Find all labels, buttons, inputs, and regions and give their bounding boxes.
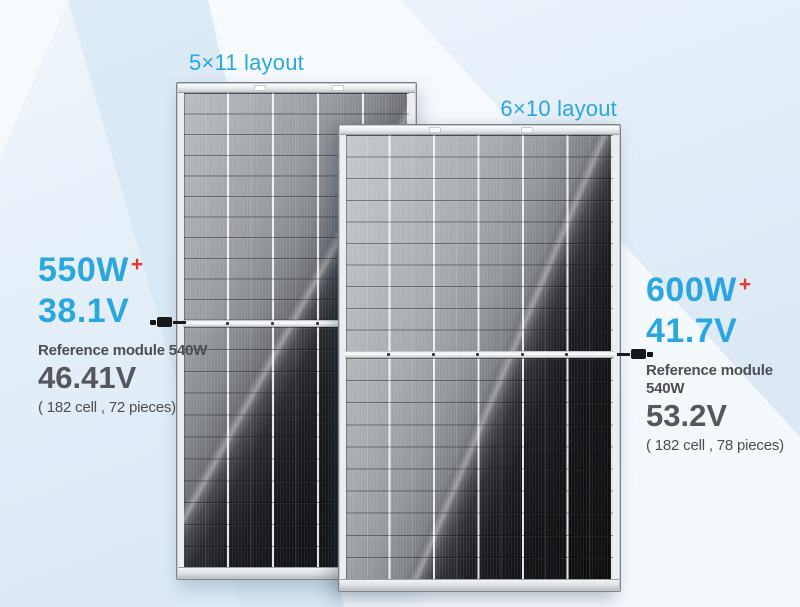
divider-dot [476,353,479,356]
cell-grid-top-half [346,135,613,351]
spec-block-600w: 600W+ 41.7V Reference module 540W 53.2V … [646,272,800,455]
connector-body [157,317,172,327]
power-value: 550W [38,251,129,289]
connector-tip [150,319,156,325]
panel-frame-bottom [340,579,619,590]
layout-label-5x11: 5×11 layout [189,50,304,75]
mounting-tab [521,127,534,133]
mc4-connector-icon [150,317,186,327]
reference-voltage: 46.41V [38,360,137,395]
panel-frame-top [178,84,415,93]
panel-frame-top [340,126,619,135]
power-plus-sign: + [130,253,144,276]
panel-middle-divider [345,351,614,358]
connector-tip [647,351,653,357]
mounting-tab [332,85,345,91]
reference-module-label: Reference module 540W [646,362,773,397]
panel-glass [345,135,614,580]
reference-voltage: 53.2V [646,398,728,433]
power-rating: 550W+ [38,252,207,293]
mounting-tab [429,127,442,133]
voltage-rating: 38.1V [38,292,130,330]
divider-dot [271,322,274,325]
divider-dot [226,322,229,325]
divider-dot [387,353,390,356]
voltage-rating: 41.7V [646,312,738,350]
cell-count-note: ( 182 cell , 78 pieces) [646,437,784,454]
solar-panel-6x10 [338,124,621,592]
power-plus-sign: + [738,273,752,296]
cell-grid-bottom-half [346,358,613,579]
divider-dot [432,353,435,356]
power-value: 600W [646,271,737,309]
connector-body [631,349,646,359]
mc4-connector-icon [617,349,653,359]
divider-dot [316,322,319,325]
connector-wire [617,352,630,356]
divider-dot [565,353,568,356]
connector-wire [173,320,186,324]
reference-module-label: Reference module 540W [38,342,208,359]
cell-count-note: ( 182 cell , 72 pieces) [38,399,176,416]
divider-dot [521,353,524,356]
panel-frame-bottom [178,567,415,578]
layout-label-6x10: 6×10 layout [500,96,617,121]
mounting-tab [253,85,266,91]
power-rating: 600W+ [646,272,800,313]
spec-block-550w: 550W+ 38.1V Reference module 540W 46.41V… [38,252,207,417]
